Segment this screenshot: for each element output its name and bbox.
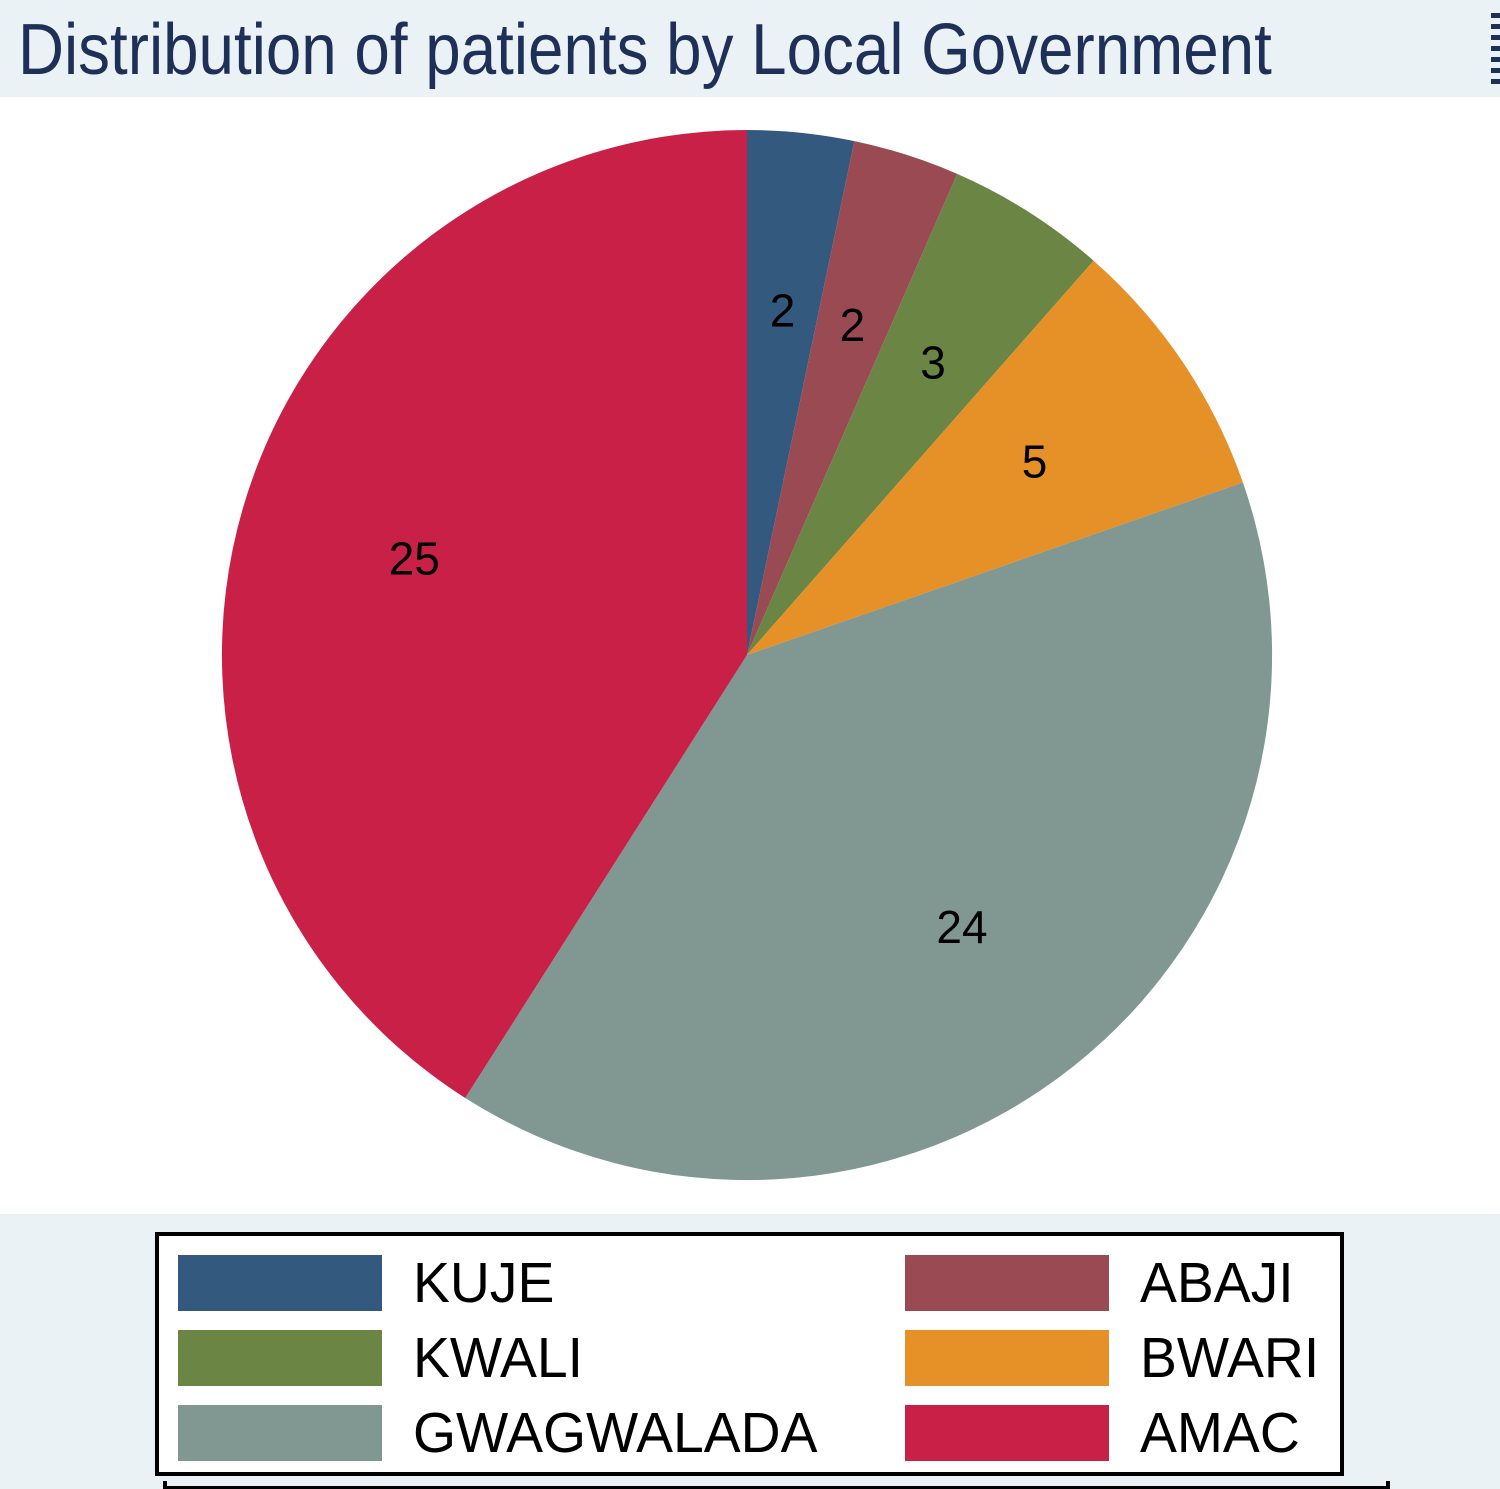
slice-value-label-bwari: 5 xyxy=(1022,436,1048,488)
legend-swatch-gwagwalada xyxy=(178,1405,382,1461)
clipped-title-glyph xyxy=(1491,13,1500,89)
cropped-border-line xyxy=(163,1486,1390,1489)
legend-swatch-amac xyxy=(905,1405,1109,1461)
pie-chart: 2 2 3 5 24 25 xyxy=(221,130,1273,1181)
cropped-border-tick-left xyxy=(163,1481,167,1489)
legend-entry-kuje: KUJE xyxy=(178,1251,830,1315)
pie-slice-kwali xyxy=(747,173,1094,655)
slice-value-label-kuje: 2 xyxy=(770,284,796,336)
legend-box: KUJE KWALI GWAGWALADA ABAJI BWARI AMAC xyxy=(155,1232,1344,1476)
legend-entry-bwari: BWARI xyxy=(905,1326,1325,1390)
legend-column-left: KUJE KWALI GWAGWALADA xyxy=(178,1251,830,1465)
pie-slice-kuje xyxy=(747,130,855,655)
legend-swatch-kuje xyxy=(178,1255,382,1311)
legend-label-bwari: BWARI xyxy=(1140,1326,1320,1390)
legend-entry-kwali: KWALI xyxy=(178,1326,830,1390)
legend-swatch-kwali xyxy=(178,1330,382,1386)
legend-label-abaji: ABAJI xyxy=(1140,1251,1294,1315)
pie-slice-abaji xyxy=(747,141,958,656)
pie-slice-bwari xyxy=(747,260,1243,655)
pie-slice-amac xyxy=(221,130,748,1098)
slice-value-label-amac: 25 xyxy=(389,532,440,584)
slice-value-label-gwagwalada: 24 xyxy=(936,901,987,953)
legend-entry-abaji: ABAJI xyxy=(905,1251,1325,1315)
legend-label-amac: AMAC xyxy=(1140,1401,1300,1465)
legend-swatch-bwari xyxy=(905,1330,1109,1386)
cropped-border-tick-right xyxy=(1386,1481,1390,1489)
legend-label-kuje: KUJE xyxy=(413,1251,555,1315)
legend-entry-gwagwalada: GWAGWALADA xyxy=(178,1401,830,1465)
slice-value-label-kwali: 3 xyxy=(920,337,946,389)
pie-slice-gwagwalada xyxy=(465,482,1273,1181)
slice-value-label-abaji: 2 xyxy=(840,299,866,351)
legend-label-kwali: KWALI xyxy=(413,1326,584,1390)
legend-label-gwagwalada: GWAGWALADA xyxy=(413,1401,818,1465)
title-band: Distribution of patients by Local Govern… xyxy=(0,0,1500,97)
page-title: Distribution of patients by Local Govern… xyxy=(18,10,1272,90)
legend-column-right: ABAJI BWARI AMAC xyxy=(905,1251,1325,1465)
legend-entry-amac: AMAC xyxy=(905,1401,1325,1465)
legend-swatch-abaji xyxy=(905,1255,1109,1311)
